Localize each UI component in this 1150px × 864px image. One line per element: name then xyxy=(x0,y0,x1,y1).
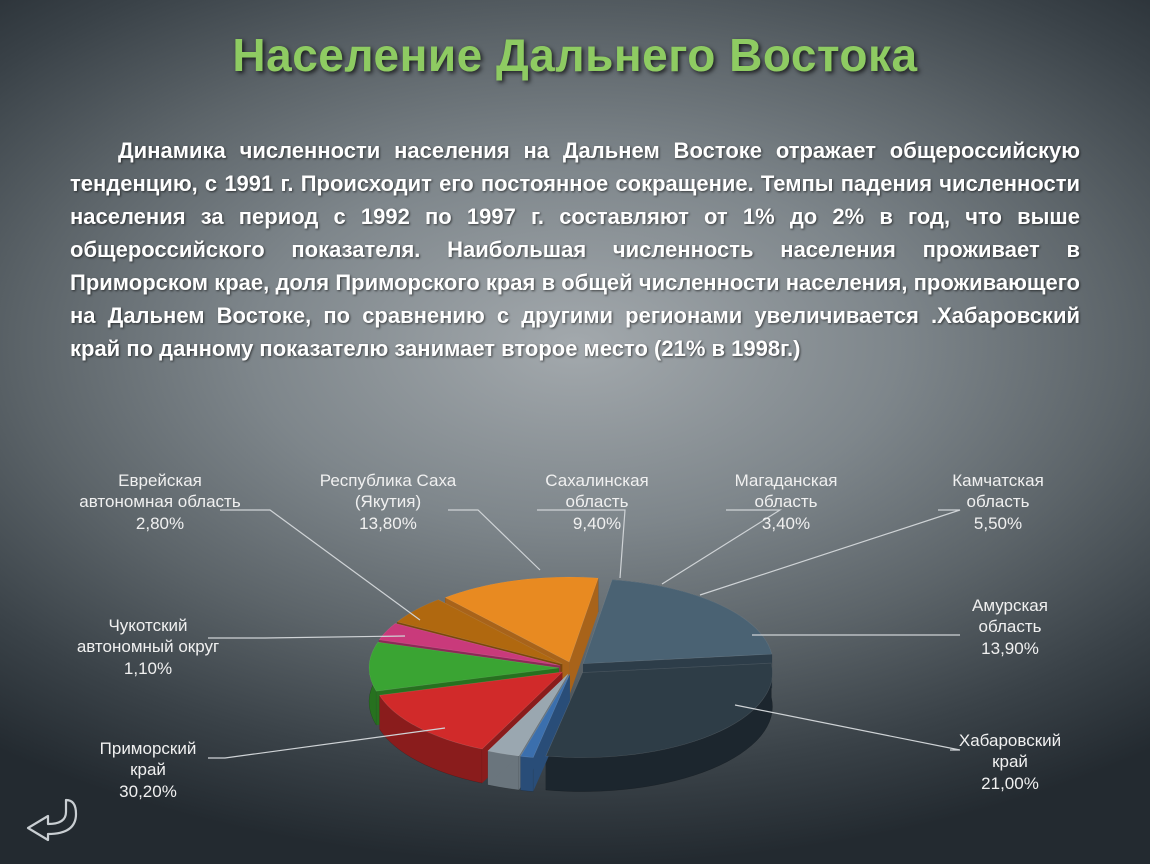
pie-label: Амурская область 13,90% xyxy=(910,595,1110,659)
pie-label: Сахалинская область 9,40% xyxy=(497,470,697,534)
back-icon[interactable] xyxy=(22,794,78,842)
pie-label: Камчатская область 5,50% xyxy=(898,470,1098,534)
pie-label: Еврейская автономная область 2,80% xyxy=(60,470,260,534)
pie-label: Магаданская область 3,40% xyxy=(686,470,886,534)
description-paragraph: Динамика численности населения на Дальне… xyxy=(70,134,1080,365)
pie-label: Хабаровский край 21,00% xyxy=(910,730,1110,794)
population-pie-chart: Республика Саха (Якутия) 13,80%Сахалинск… xyxy=(0,450,1150,850)
pie-label: Республика Саха (Якутия) 13,80% xyxy=(288,470,488,534)
pie-slice xyxy=(583,580,772,664)
page-title: Население Дальнего Востока xyxy=(0,28,1150,82)
pie-label: Чукотский автономный округ 1,10% xyxy=(48,615,248,679)
pie-label: Приморский край 30,20% xyxy=(48,738,248,802)
